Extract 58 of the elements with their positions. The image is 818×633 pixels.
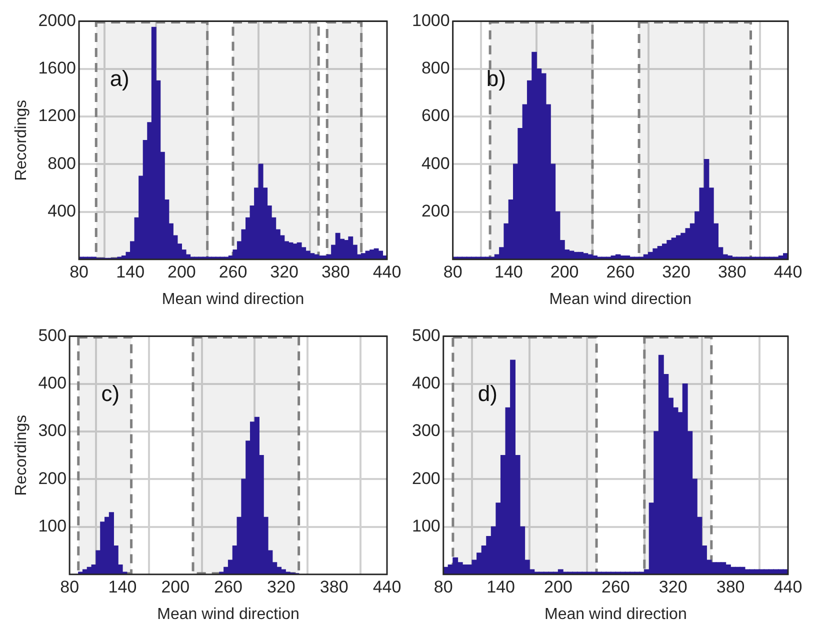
x-tick-label: 80 — [60, 577, 80, 596]
x-tick-label: 200 — [161, 577, 190, 596]
y-tick-label: 200 — [421, 201, 450, 220]
x-tick-label: 440 — [774, 262, 802, 282]
y-axis-title: Recordings — [13, 100, 30, 181]
y-tick-label: 2000 — [38, 10, 76, 30]
x-tick-label: 140 — [116, 262, 145, 282]
y-tick-label: 400 — [412, 374, 440, 393]
x-tick-label: 200 — [544, 577, 572, 596]
x-tick-label: 380 — [718, 262, 746, 282]
x-tick-label: 380 — [321, 262, 350, 282]
y-tick-label: 400 — [38, 374, 67, 393]
y-tick-label: 200 — [38, 468, 67, 488]
x-tick-label: 440 — [774, 577, 802, 596]
x-tick-label: 440 — [372, 262, 402, 282]
x-tick-label: 320 — [270, 262, 299, 282]
x-tick-label: 440 — [372, 577, 402, 596]
x-tick-label: 320 — [662, 262, 690, 282]
y-tick-label: 600 — [421, 106, 450, 126]
y-tick-label: 400 — [421, 154, 450, 173]
x-tick-label: 140 — [108, 577, 137, 596]
y-tick-label: 500 — [412, 326, 440, 345]
x-tick-label: 140 — [494, 262, 523, 282]
y-tick-label: 100 — [412, 516, 440, 536]
x-tick-label: 380 — [320, 577, 348, 596]
y-tick-label: 1600 — [38, 58, 76, 78]
y-tick-label: 300 — [412, 421, 440, 440]
y-tick-label: 200 — [412, 468, 440, 488]
x-tick-label: 200 — [167, 262, 196, 282]
x-tick-label: 200 — [550, 262, 579, 282]
x-tick-label: 80 — [70, 262, 88, 282]
x-tick-label: 80 — [443, 262, 462, 282]
x-tick-label: 260 — [606, 262, 635, 282]
x-tick-label: 320 — [658, 577, 688, 596]
x-tick-label: 260 — [601, 577, 630, 596]
x-tick-label: 80 — [434, 577, 453, 596]
x-axis-title: Mean wind direction — [162, 290, 304, 308]
annotation: d) — [478, 380, 498, 406]
annotation: c) — [101, 380, 120, 406]
y-tick-label: 500 — [38, 326, 67, 345]
y-tick-label: 400 — [48, 201, 76, 220]
x-tick-label: 380 — [716, 577, 745, 596]
y-tick-label: 1200 — [38, 106, 76, 126]
annotation: a) — [110, 66, 130, 91]
x-axis-title: Mean wind direction — [157, 606, 300, 623]
y-axis-title: Recordings — [13, 414, 30, 496]
y-tick-label: 300 — [38, 421, 67, 440]
y-tick-label: 1000 — [412, 10, 450, 30]
y-tick-label: 800 — [421, 58, 450, 78]
annotation: b) — [486, 66, 506, 91]
x-tick-label: 260 — [218, 262, 248, 282]
x-tick-label: 320 — [267, 577, 296, 596]
x-axis-title: Mean wind direction — [544, 606, 687, 623]
x-tick-label: 260 — [214, 577, 242, 596]
y-tick-label: 100 — [38, 516, 67, 536]
x-tick-label: 140 — [486, 577, 515, 596]
y-tick-label: 800 — [48, 154, 76, 173]
x-axis-title: Mean wind direction — [549, 290, 692, 308]
